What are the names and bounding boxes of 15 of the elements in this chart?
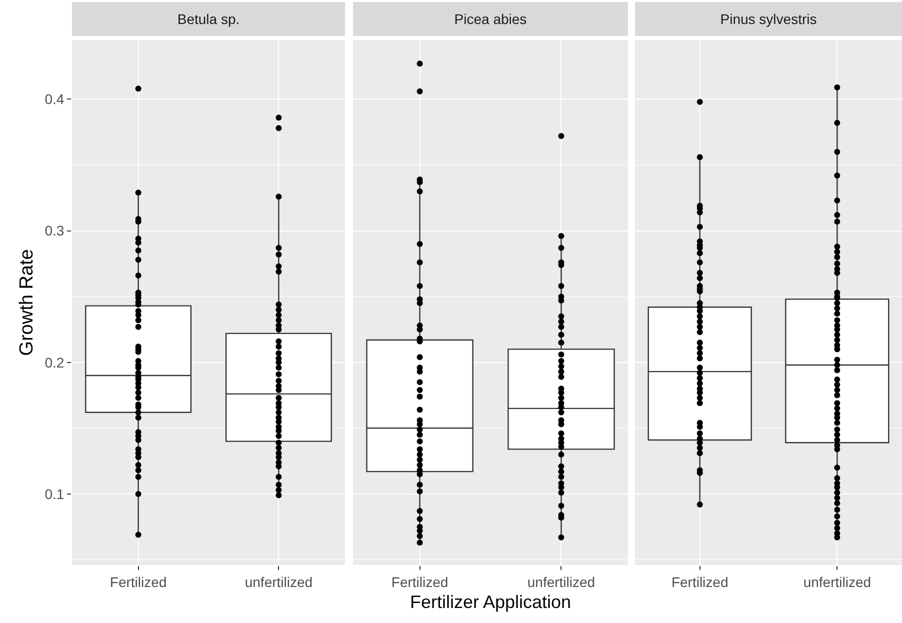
x-axis-title: Fertilizer Application [410, 592, 572, 612]
chart-title: Picea abies [454, 10, 527, 27]
y-tick-label: 0.4 [44, 91, 64, 108]
x-tick-label: Fertilized [671, 574, 728, 590]
x-tick-label: unfertilized [527, 574, 596, 590]
chart-title: Pinus sylvestris [720, 10, 817, 27]
y-tick-label: 0.2 [44, 354, 64, 370]
x-tick-label: unfertilized [244, 574, 313, 590]
chart-title: Betula sp. [177, 10, 240, 27]
x-tick-label: Fertilized [110, 574, 167, 590]
y-axis-title: Growth Rate [16, 249, 38, 356]
y-tick-label: 0.3 [44, 222, 64, 239]
y-tick-label: 0.1 [44, 486, 64, 502]
x-tick-label: unfertilized [803, 574, 872, 590]
x-tick-label: Fertilized [391, 574, 448, 590]
